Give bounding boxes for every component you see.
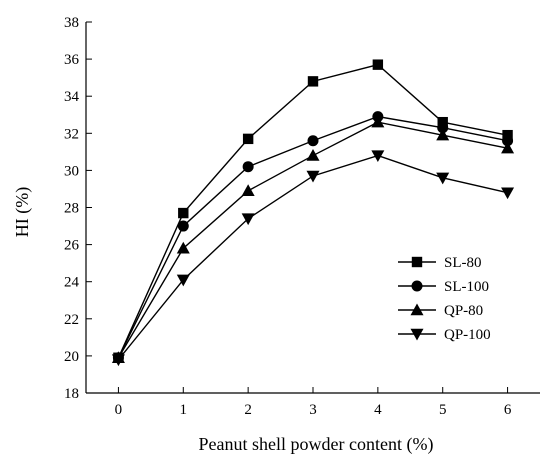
legend-marker [410,328,424,341]
data-point [306,149,320,161]
data-point [437,116,448,128]
y-axis-label: HI (%) [12,187,33,237]
data-point [436,128,450,141]
data-point [242,161,254,173]
data-point [372,59,384,70]
y-tick-label: 28 [64,201,79,217]
x-tick-label: 3 [309,402,317,418]
legend-item: QP-80 [398,303,483,319]
y-tick-label: 24 [64,275,80,291]
y-tick-label: 30 [64,163,79,179]
data-point [501,141,515,154]
data-point [371,150,385,163]
data-point [111,354,125,367]
legend-label: SL-80 [444,255,482,271]
series-qp-100 [111,150,515,367]
legend-marker [410,303,424,316]
data-point [436,172,450,185]
x-tick-label: 1 [180,402,188,418]
data-point [307,76,319,87]
data-point [502,129,513,141]
legend-item: SL-80 [398,255,482,271]
legend-marker [411,256,423,268]
legend-item: SL-100 [398,279,489,295]
legend-label: QP-80 [444,303,483,319]
legend-label: QP-100 [444,327,491,343]
y-tick-label: 32 [64,126,79,142]
legend-label: SL-100 [444,279,489,295]
x-tick-label: 6 [504,402,512,418]
data-point [242,133,254,145]
data-point [176,241,190,254]
y-tick-label: 34 [64,89,80,105]
y-tick-label: 22 [64,312,79,328]
x-tick-label: 5 [439,402,447,418]
data-point [178,207,189,219]
legend-item: QP-100 [398,327,491,343]
y-tick-label: 18 [64,386,79,402]
y-tick-label: 38 [64,15,79,31]
y-tick-label: 20 [64,349,79,365]
y-tick-label: 26 [64,238,80,254]
data-point [177,220,189,232]
data-point [176,274,190,287]
legend-marker [411,280,423,292]
data-point [437,122,449,134]
series-layer [111,59,515,367]
x-axis-label: Peanut shell powder content (%) [199,434,434,455]
data-point [502,135,514,147]
data-point [241,213,255,226]
data-point [241,184,255,197]
x-tick-label: 4 [374,402,382,418]
y-tick-label: 36 [64,52,80,68]
data-point [501,187,515,200]
x-tick-label: 2 [244,402,252,418]
legend: SL-80 SL-100 QP-80 QP-100 [398,255,491,343]
data-point [306,170,320,183]
x-tick-label: 0 [115,402,123,418]
data-point [307,135,319,147]
data-point [371,115,385,128]
